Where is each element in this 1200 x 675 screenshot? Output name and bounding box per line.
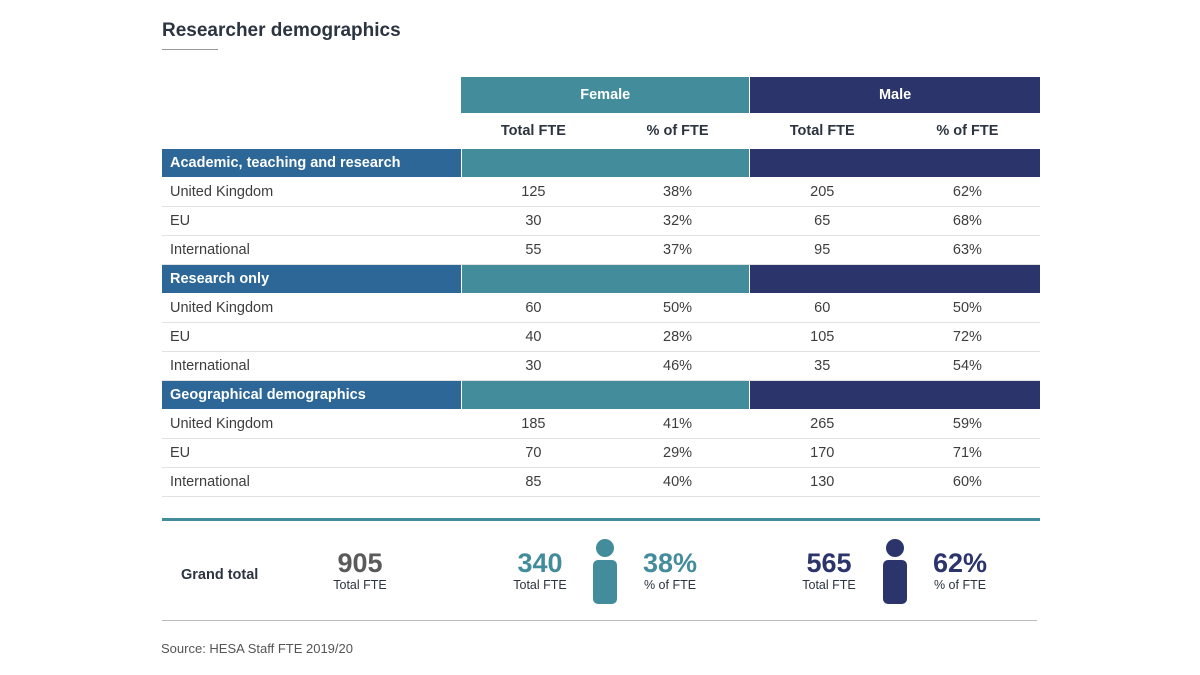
row-label: International — [162, 351, 462, 381]
row-label: EU — [162, 322, 462, 352]
male-pct-cell: 62% — [894, 177, 1040, 207]
male-total-cell: 130 — [749, 467, 895, 497]
divider-gray — [162, 620, 1037, 621]
male-pct-header: % of FTE — [936, 123, 999, 139]
male-total-cell: 35 — [749, 351, 895, 381]
male-total-header: Total FTE — [789, 123, 855, 139]
male-pct-cell: 71% — [894, 438, 1040, 468]
source-note: Source: HESA Staff FTE 2019/20 — [161, 641, 353, 656]
male-pct-caption: % of FTE — [933, 578, 987, 592]
section-female-band — [461, 264, 751, 294]
section-label: Academic, teaching and research — [162, 149, 462, 178]
male-total-cell: 65 — [749, 206, 895, 236]
grand-total-stat: 905 Total FTE — [320, 548, 400, 592]
female-total-cell: 55 — [461, 235, 606, 265]
male-pct-cell: 72% — [894, 322, 1040, 352]
section-male-band — [749, 149, 1040, 178]
section-female-band — [461, 380, 751, 410]
female-total-caption: Total FTE — [513, 578, 567, 592]
section-male-band — [749, 380, 1040, 410]
table-row: International 30 46% 35 54% — [162, 351, 1040, 381]
male-pct-cell: 54% — [894, 351, 1040, 381]
male-pct-cell: 59% — [894, 409, 1040, 439]
grand-total-label: Grand total — [181, 567, 259, 583]
male-pct-cell: 68% — [894, 206, 1040, 236]
title-underline — [162, 49, 218, 50]
table-row: EU 40 28% 105 72% — [162, 322, 1040, 352]
female-total-value: 340 — [517, 548, 563, 578]
female-pct-cell: 41% — [605, 409, 750, 439]
demographics-table: Female Male Total FTE % of FTE Total FTE… — [162, 77, 1040, 497]
grand-total-value: 905 — [337, 548, 383, 578]
male-total-cell: 60 — [749, 293, 895, 323]
male-total-cell: 105 — [749, 322, 895, 352]
female-total-cell: 30 — [461, 351, 606, 381]
table-row: International 85 40% 130 60% — [162, 467, 1040, 497]
female-total-cell: 30 — [461, 206, 606, 236]
female-pct-cell: 37% — [605, 235, 750, 265]
section-header-row: Academic, teaching and research — [162, 149, 1040, 178]
male-total-cell: 95 — [749, 235, 895, 265]
male-total-cell: 265 — [749, 409, 895, 439]
female-pct-cell: 38% — [605, 177, 750, 207]
female-pct-cell: 40% — [605, 467, 750, 497]
female-pct-cell: 32% — [605, 206, 750, 236]
row-label: EU — [162, 438, 462, 468]
row-label: EU — [162, 206, 462, 236]
page-title: Researcher demographics — [162, 20, 401, 41]
row-label: United Kingdom — [162, 177, 462, 207]
divider-teal — [162, 518, 1040, 521]
female-total-cell: 85 — [461, 467, 606, 497]
female-pct-cell: 46% — [605, 351, 750, 381]
female-person-icon — [593, 539, 617, 604]
table-row: United Kingdom 185 41% 265 59% — [162, 409, 1040, 439]
grand-total-caption: Total FTE — [333, 578, 387, 592]
female-total-cell: 70 — [461, 438, 606, 468]
male-pct-cell: 63% — [894, 235, 1040, 265]
female-pct-cell: 50% — [605, 293, 750, 323]
female-pct-header: % of FTE — [646, 123, 709, 139]
female-total-cell: 125 — [461, 177, 606, 207]
male-pct-cell: 50% — [894, 293, 1040, 323]
empty-subheader — [162, 113, 461, 149]
section-label: Research only — [162, 264, 462, 294]
section-male-band — [749, 264, 1040, 294]
row-label: United Kingdom — [162, 409, 462, 439]
section-header-row: Geographical demographics — [162, 380, 1040, 410]
male-pct-stat: 62% % of FTE — [920, 548, 1000, 592]
male-person-icon — [883, 539, 907, 604]
male-header: Male — [749, 77, 1040, 113]
female-pct-cell: 29% — [605, 438, 750, 468]
female-total-header: Total FTE — [500, 123, 566, 139]
table-row: United Kingdom 125 38% 205 62% — [162, 177, 1040, 207]
empty-header — [162, 77, 461, 113]
male-total-value: 565 — [806, 548, 852, 578]
female-header: Female — [461, 77, 751, 113]
male-total-stat: 565 Total FTE — [789, 548, 869, 592]
table-row: EU 30 32% 65 68% — [162, 206, 1040, 236]
row-label: International — [162, 467, 462, 497]
male-pct-cell: 60% — [894, 467, 1040, 497]
female-pct-cell: 28% — [605, 322, 750, 352]
table-row: International 55 37% 95 63% — [162, 235, 1040, 265]
male-total-caption: Total FTE — [802, 578, 856, 592]
female-pct-value: 38% — [642, 548, 698, 578]
female-total-cell: 185 — [461, 409, 606, 439]
male-pct-value: 62% — [932, 548, 988, 578]
female-total-stat: 340 Total FTE — [500, 548, 580, 592]
section-label: Geographical demographics — [162, 380, 462, 410]
table-row: EU 70 29% 170 71% — [162, 438, 1040, 468]
male-total-cell: 170 — [749, 438, 895, 468]
section-header-row: Research only — [162, 264, 1040, 294]
male-total-cell: 205 — [749, 177, 895, 207]
female-total-cell: 60 — [461, 293, 606, 323]
section-female-band — [461, 149, 751, 178]
female-pct-caption: % of FTE — [643, 578, 697, 592]
table-row: United Kingdom 60 50% 60 50% — [162, 293, 1040, 323]
female-total-cell: 40 — [461, 322, 606, 352]
row-label: United Kingdom — [162, 293, 462, 323]
row-label: International — [162, 235, 462, 265]
female-pct-stat: 38% % of FTE — [630, 548, 710, 592]
